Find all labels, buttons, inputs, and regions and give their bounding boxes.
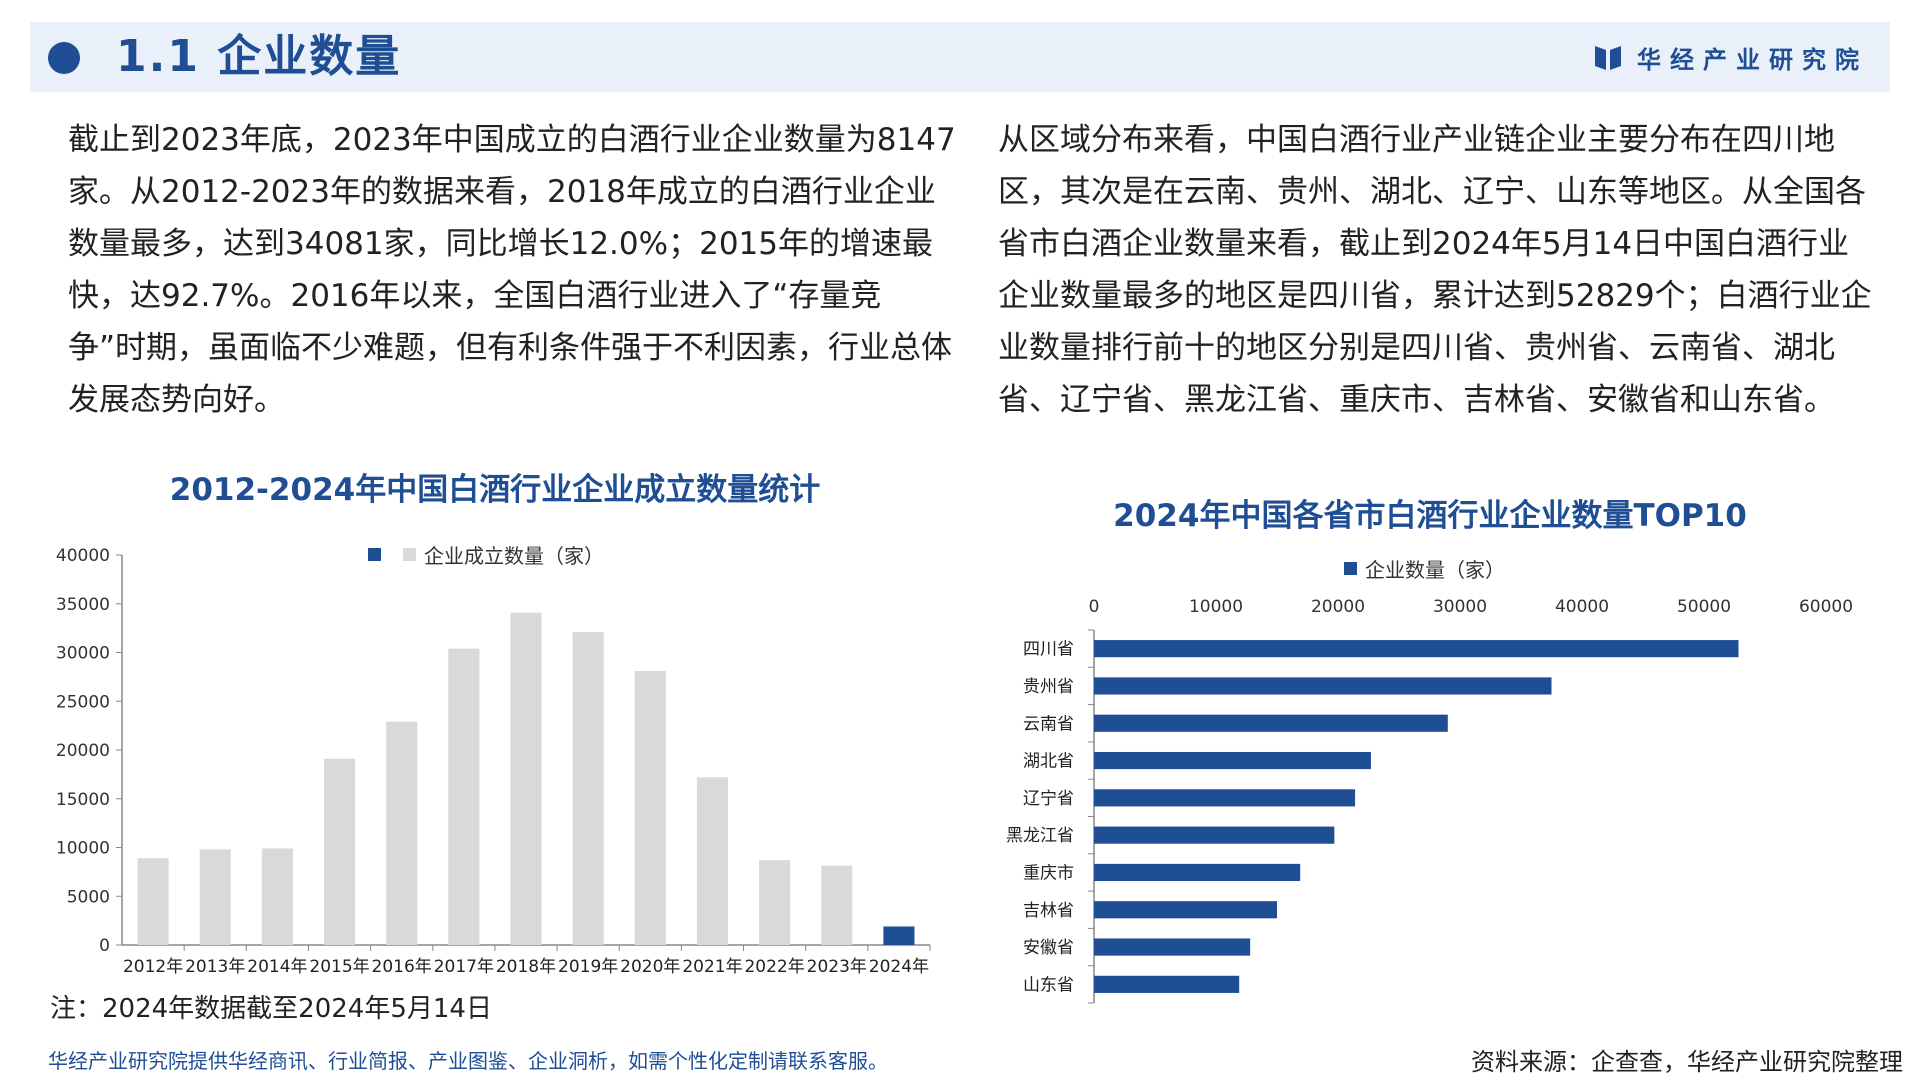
chart1-bar [634,671,666,945]
chart2-bar [1094,789,1356,807]
legend-label: 企业成立数量（家） [424,544,604,568]
chart1-x-tick-label: 2022年 [744,957,804,977]
chart1-y-tick-label: 40000 [56,546,110,566]
brand: 华经产业研究院 [1593,40,1868,74]
chart2-x-tick-label: 50000 [1677,597,1731,617]
chart1-x-tick-label: 2012年 [123,957,183,977]
chart1-x-tick-label: 2014年 [247,957,307,977]
chart2-x-tick-label: 0 [1089,597,1100,617]
chart2-x-tick-label: 60000 [1799,597,1853,617]
page-title: 1.1 企业数量 [116,31,402,82]
chart2-y-tick-label: 安徽省 [1023,938,1074,958]
chart1-y-tick-label: 35000 [56,595,110,615]
chart1-title: 2012-2024年中国白酒行业企业成立数量统计 [169,472,821,508]
chart2-bar [1094,677,1552,695]
book-logo-icon [1595,46,1621,70]
footer-source: 资料来源：企查查，华经产业研究院整理 [1471,1048,1903,1076]
chart1-bar [199,849,231,945]
chart1-x-tick-label: 2021年 [682,957,742,977]
chart1-bar [696,777,728,945]
chart1-bar [324,758,356,945]
chart1-x-tick-label: 2023年 [807,957,867,977]
chart1-x-tick-label: 2024年 [869,957,929,977]
chart2-bar [1094,751,1371,770]
chart2-x-tick-label: 40000 [1555,597,1609,617]
chart2-y-tick-label: 重庆市 [1023,863,1074,883]
chart1-bar [759,860,791,945]
chart1-bar [821,865,853,945]
chart1-y-tick-label: 10000 [56,839,110,859]
legend-swatch [403,548,416,561]
chart2-bar [1094,640,1739,658]
chart1-x-tick-label: 2020年 [620,957,680,977]
chart1-bar [510,612,542,945]
chart1-bar [448,648,480,945]
chart1-legend: 企业成立数量（家） [368,540,604,569]
chart1-x-tick-label: 2019年 [558,957,618,977]
chart2-bar [1094,975,1240,993]
chart2-y-tick-label: 吉林省 [1023,901,1074,921]
chart2-y-tick-label: 黑龙江省 [1006,826,1074,846]
chart1-y-tick-label: 0 [99,936,110,956]
chart1-y-tick-label: 25000 [56,692,110,712]
region-paragraph: 从区域分布来看，中国白酒行业产业链企业主要分布在四川地区，其次是在云南、贵州、湖… [998,122,1872,418]
chart1-y-tick-label: 30000 [56,644,110,664]
footer-service-text: 华经产业研究院提供华经商讯、行业简报、产业图鉴、企业洞析，如需个性化定制请联系客… [48,1049,888,1073]
chart1-bar [137,858,169,945]
chart1-y-tick-label: 20000 [56,741,110,761]
chart2-y-tick-label: 辽宁省 [1023,789,1074,809]
chart1-y-tick-label: 5000 [67,887,110,907]
chart1-x-tick-label: 2015年 [309,957,369,977]
chart2-bar [1094,938,1251,956]
chart2-bar [1094,901,1277,919]
brand-name: 华经产业研究院 [1637,45,1868,74]
chart2-legend: 企业数量（家） [1344,554,1505,583]
chart1-x-tick-label: 2013年 [185,957,245,977]
chart1-bar [261,848,293,945]
chart2-x-tick-label: 10000 [1189,597,1243,617]
bullet-dot-icon [48,42,80,74]
legend-swatch [1344,562,1357,575]
chart1-bar [572,632,604,945]
chart1-bar [386,721,418,945]
chart2-x-tick-label: 20000 [1311,597,1365,617]
chart1-x-tick-label: 2017年 [434,957,494,977]
chart2-y-tick-label: 贵州省 [1023,677,1074,697]
chart2-y-tick-label: 湖北省 [1023,752,1074,772]
data-note: 注：2024年数据截至2024年5月14日 [50,994,492,1024]
chart1-x-tick-label: 2018年 [496,957,556,977]
chart1-y-tick-label: 15000 [56,790,110,810]
intro-paragraph: 截止到2023年底，2023年中国成立的白酒行业企业数量为8147家。从2012… [68,122,956,418]
chart1-x-tick-label: 2016年 [372,957,432,977]
header-band: 1.1 企业数量 华经产业研究院 [30,22,1890,92]
legend-swatch-highlight [368,548,381,561]
chart1-bar [883,926,915,945]
chart2-bar [1094,826,1335,844]
chart2-y-tick-label: 云南省 [1023,714,1074,734]
chart2-x-tick-label: 30000 [1433,597,1487,617]
legend-label: 企业数量（家） [1365,558,1505,582]
chart2-bar [1094,714,1448,732]
chart2-y-tick-label: 四川省 [1023,640,1074,660]
chart2-title: 2024年中国各省市白酒行业企业数量TOP10 [1113,498,1747,534]
chart2-bar [1094,863,1301,882]
chart2-y-tick-label: 山东省 [1023,975,1074,995]
